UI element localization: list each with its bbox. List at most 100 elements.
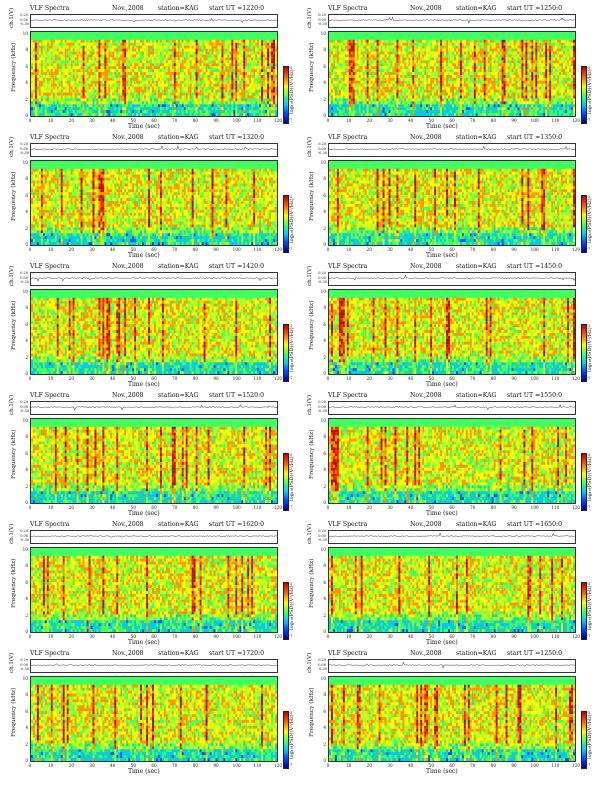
- spectrogram-cell: [82, 42, 85, 46]
- spectrogram-cell: [360, 48, 363, 52]
- spectrogram-cell: [225, 110, 228, 114]
- spectrogram-cell: [356, 42, 359, 46]
- spectrogram-cell: [54, 92, 57, 96]
- spectrogram-cell: [257, 63, 260, 67]
- spectrogram-cell: [36, 107, 39, 111]
- spectrogram-cell: [146, 77, 149, 81]
- spectrogram-cell: [98, 89, 101, 93]
- spectrogram-cell: [396, 45, 399, 49]
- spectrogram-cell: [36, 83, 39, 87]
- spectrogram-cell: [253, 92, 256, 96]
- spectrogram-cell: [257, 113, 260, 116]
- spectrogram-cell: [388, 42, 391, 46]
- spectrogram-cell: [354, 113, 357, 116]
- spectrogram-cell: [329, 95, 331, 99]
- spectrogram-cell: [247, 101, 250, 105]
- spectrogram-cell: [414, 69, 417, 73]
- spectrogram-cell: [400, 86, 403, 90]
- spectrogram-cell: [138, 66, 141, 70]
- spectrogram-cell: [108, 101, 111, 105]
- spectrogram-cell: [167, 101, 170, 105]
- spectrogram-cell: [452, 48, 454, 52]
- spectrogram-cell: [424, 110, 427, 114]
- spectrogram-cell: [330, 89, 333, 93]
- spectrogram-cell: [362, 57, 365, 61]
- spectrogram-cell: [446, 83, 449, 87]
- spectrogram-cell: [207, 92, 210, 96]
- spectrogram-cell: [455, 83, 458, 87]
- spectrogram-cell: [177, 101, 180, 105]
- spectrogram-cell: [352, 86, 355, 90]
- spectrogram-cell: [72, 60, 75, 64]
- spectrogram-cell: [38, 104, 41, 108]
- spectrogram-cell: [408, 98, 411, 102]
- spectrogram-cell: [209, 66, 212, 70]
- spectrogram-cell: [165, 107, 168, 111]
- spectrogram-cell: [346, 98, 349, 102]
- spectrogram-cell: [237, 110, 240, 114]
- spectrogram-cell: [384, 72, 387, 75]
- spectrogram-cell: [146, 95, 149, 99]
- spectrogram-cell: [68, 57, 71, 61]
- spectrogram-cell: [36, 69, 39, 73]
- spectrogram-cell: [360, 39, 363, 43]
- spectrogram-cell: [452, 89, 454, 93]
- spectrogram-cell: [80, 66, 83, 70]
- spectrogram-cell: [84, 66, 87, 70]
- spectrogram-cell: [329, 48, 331, 52]
- spectrogram-cell: [344, 57, 347, 61]
- spectrogram-cell: [114, 39, 117, 43]
- spectrogram-cell: [84, 69, 87, 73]
- spectrogram-cell: [201, 86, 204, 90]
- spectrogram-cell: [86, 74, 89, 78]
- spectrogram-cell: [398, 77, 401, 81]
- spectrogram-cell: [251, 54, 254, 58]
- spectrogram-cell: [124, 77, 127, 81]
- spectrogram-cell: [96, 54, 99, 58]
- spectrogram-cell: [374, 113, 377, 116]
- spectrogram-cell: [183, 69, 186, 73]
- spectrogram-cell: [199, 86, 202, 90]
- spectrogram-cell: [219, 92, 222, 96]
- spectrogram-cell: [378, 80, 381, 84]
- spectrogram-cell: [88, 77, 91, 81]
- spectrogram-cell: [171, 69, 174, 73]
- spectrogram-cell: [116, 66, 119, 70]
- spectrogram-cell: [167, 60, 170, 64]
- spectrogram-cell: [273, 107, 276, 111]
- spectrogram-cell: [450, 98, 452, 102]
- spectrogram-cell: [114, 42, 117, 46]
- spectrogram-cell: [102, 60, 105, 64]
- spectrogram-cell: [420, 66, 423, 70]
- spectrogram-cell: [408, 110, 411, 114]
- waveform-tick-label: 0.00: [20, 18, 28, 22]
- spectrogram-cell: [457, 86, 460, 90]
- spectrogram-cell: [356, 74, 359, 78]
- spectrogram-cell: [193, 104, 196, 108]
- spectrogram-cell: [221, 92, 224, 96]
- spectrogram-cell: [261, 51, 264, 55]
- spectrogram-cell: [94, 72, 97, 75]
- spectrogram-cell: [368, 54, 371, 58]
- spectrogram-cell: [74, 83, 77, 87]
- spectrogram-cell: [412, 45, 415, 49]
- spectrogram-cell: [122, 74, 125, 78]
- spectrogram-cell: [450, 45, 452, 49]
- spectrogram-cell: [455, 54, 458, 58]
- spectrogram-cell: [104, 107, 107, 111]
- spectrogram-cell: [146, 39, 149, 43]
- spectrogram-cell: [56, 110, 59, 114]
- spectrogram-cell: [398, 42, 401, 46]
- spectrogram-cell: [257, 77, 260, 81]
- spectrogram-cell: [239, 89, 242, 93]
- spectrogram-cell: [195, 80, 198, 84]
- spectrogram-cell: [140, 66, 143, 70]
- spectrogram-cell: [64, 39, 67, 43]
- spectrogram-cell: [82, 107, 85, 111]
- spectrogram-cell: [157, 66, 160, 70]
- spectrogram-cell: [267, 104, 270, 108]
- spectrogram-cell: [412, 69, 415, 73]
- spectrogram-cell: [426, 110, 429, 114]
- spectrogram-cell: [130, 63, 133, 67]
- spectrogram-cell: [386, 86, 389, 90]
